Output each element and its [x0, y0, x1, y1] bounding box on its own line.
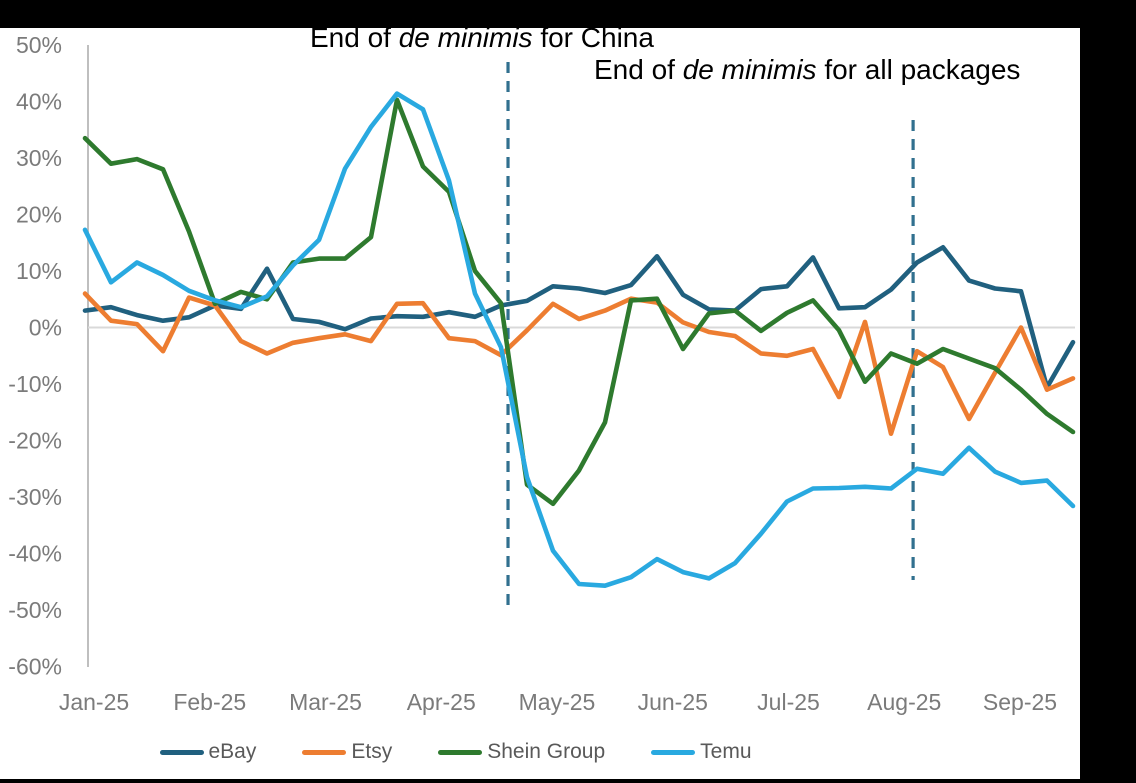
letterbox-bar-bottom	[0, 779, 1136, 783]
annotation-de-minimis-all-packages: End of de minimis for all packages	[594, 54, 1020, 86]
legend-label: Shein Group	[487, 740, 606, 763]
x-tick-label: Aug-25	[867, 689, 941, 715]
x-tick-label: May-25	[519, 689, 596, 715]
legend-item-ebay: eBay	[159, 740, 257, 764]
legend-swatch	[302, 749, 347, 755]
legend-swatch	[159, 749, 204, 755]
x-tick-label: Mar-25	[289, 689, 362, 715]
legend-label: Temu	[700, 740, 752, 763]
y-tick-label: -10%	[8, 371, 62, 397]
y-tick-label: -40%	[8, 541, 62, 567]
x-tick-label: Jul-25	[757, 689, 820, 715]
x-tick-label: Feb-25	[173, 689, 246, 715]
legend-item-temu: Temu	[651, 740, 752, 764]
legend-item-etsy: Etsy	[302, 740, 392, 764]
x-tick-label: Apr-25	[407, 689, 476, 715]
annotation-text-italic: de minimis	[682, 54, 817, 85]
y-tick-label: 0%	[29, 315, 62, 341]
y-tick-label: 40%	[16, 89, 62, 115]
series-shein-group	[82, 97, 1076, 507]
legend-label: Etsy	[351, 740, 393, 763]
series-etsy	[82, 291, 1076, 437]
x-tick-label: Jan-25	[59, 689, 129, 715]
y-tick-label: -60%	[8, 654, 62, 680]
y-tick-label: -30%	[8, 484, 62, 510]
legend-label: eBay	[208, 740, 257, 763]
annotation-text: End of	[594, 54, 683, 85]
chart-legend: eBay Etsy Shein Group Temu	[88, 740, 823, 764]
legend-item-shein-group: Shein Group	[438, 740, 605, 764]
annotation-text: for all packages	[816, 54, 1021, 85]
x-tick-label: Jun-25	[638, 689, 708, 715]
y-tick-label: 10%	[16, 258, 62, 284]
letterbox-bar-top	[0, 0, 1136, 28]
y-tick-label: -50%	[8, 597, 62, 623]
legend-swatch	[651, 749, 696, 755]
x-tick-label: Sep-25	[983, 689, 1057, 715]
y-tick-label: -20%	[8, 428, 62, 454]
letterbox-bar-right	[1080, 0, 1136, 783]
y-tick-label: 30%	[16, 145, 62, 171]
y-tick-label: 20%	[16, 202, 62, 228]
y-tick-label: 50%	[16, 32, 62, 58]
legend-swatch	[438, 749, 483, 755]
series-temu	[82, 91, 1076, 589]
